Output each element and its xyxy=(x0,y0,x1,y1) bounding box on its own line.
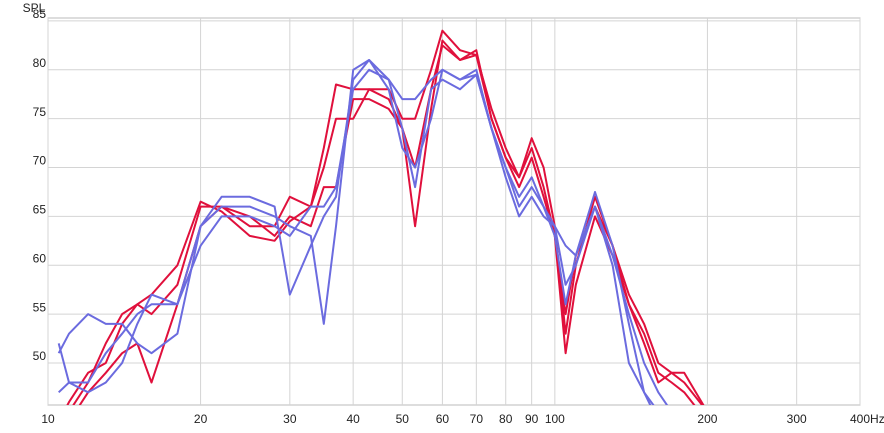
x-tick-label: 30 xyxy=(283,412,297,426)
y-tick-label: 55 xyxy=(33,300,47,314)
x-tick-label: 100 xyxy=(545,412,565,426)
y-tick-label: 50 xyxy=(33,349,47,363)
x-tick-label: 400Hz xyxy=(850,412,884,426)
x-tick-label: 40 xyxy=(346,412,360,426)
series-line xyxy=(57,59,652,405)
x-tick-label: 70 xyxy=(470,412,484,426)
y-tick-label: 75 xyxy=(33,105,47,119)
y-tick-label: 65 xyxy=(33,203,47,217)
series-line xyxy=(57,59,655,405)
plot-area xyxy=(47,17,861,406)
x-tick-label: 300 xyxy=(787,412,807,426)
x-tick-label: 80 xyxy=(499,412,513,426)
y-tick-label: 80 xyxy=(33,56,47,70)
x-tick-label: 90 xyxy=(525,412,539,426)
x-tick-label: 50 xyxy=(396,412,410,426)
x-tick-label: 60 xyxy=(436,412,450,426)
y-tick-label: 60 xyxy=(33,251,47,265)
y-axis-label: SPL xyxy=(23,1,46,15)
x-tick-label: 10 xyxy=(41,412,55,426)
series-line xyxy=(58,68,669,405)
y-tick-label: 70 xyxy=(33,154,47,168)
x-tick-label: 200 xyxy=(697,412,717,426)
x-tick-label: 20 xyxy=(194,412,208,426)
y-tick-label: 85 xyxy=(33,7,47,21)
